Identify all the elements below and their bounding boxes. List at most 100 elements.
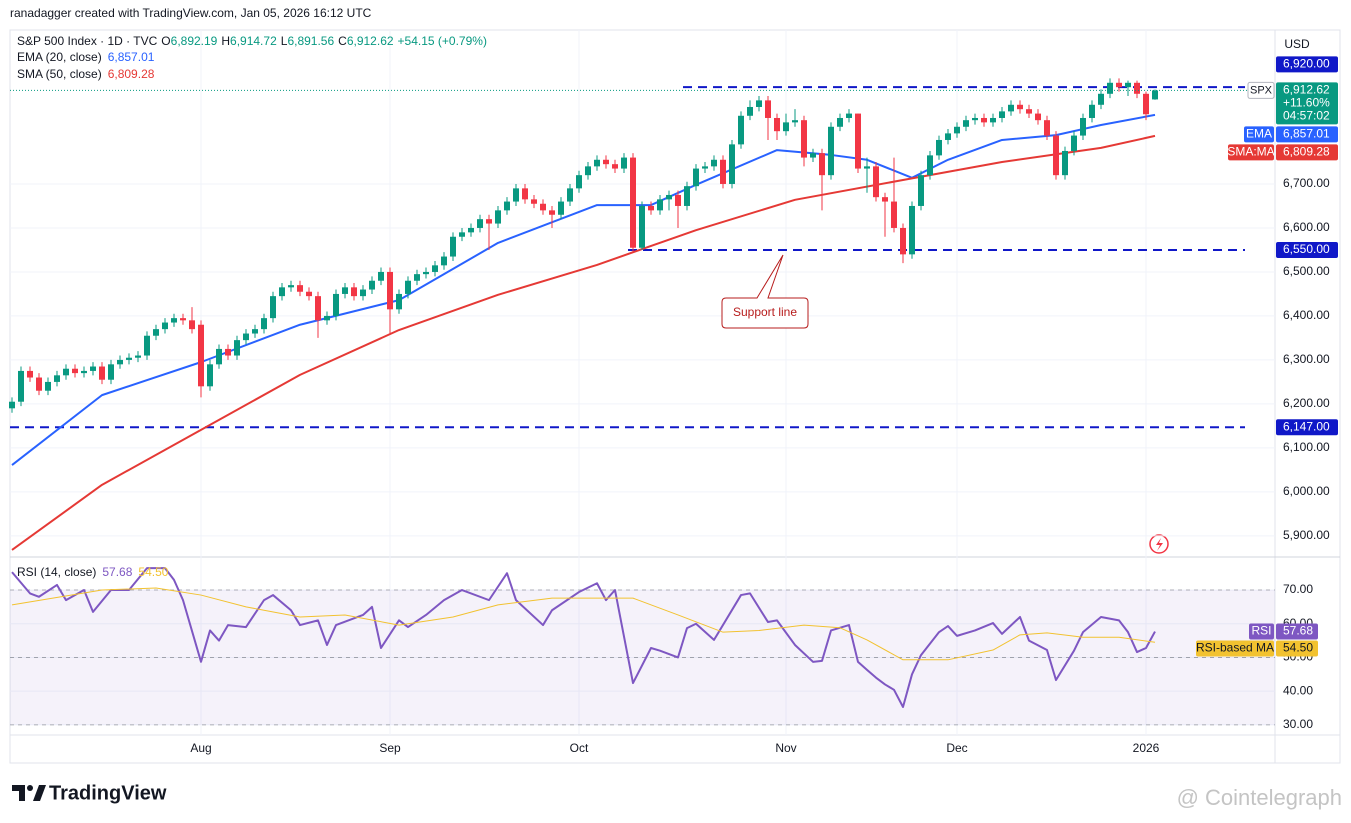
currency: USD <box>1284 37 1310 51</box>
x-tick-label: 2026 <box>1133 741 1160 755</box>
y-tick-label: 6,100.00 <box>1283 440 1330 454</box>
y-tick-label: 6,200.00 <box>1283 396 1330 410</box>
candle-body <box>441 256 447 266</box>
candle-body <box>1035 113 1041 121</box>
ohlc-value: 6,892.19 <box>171 34 218 48</box>
rsi-tag-text: RSI-based MA <box>1196 641 1274 655</box>
candle-body <box>720 159 726 184</box>
candle-body <box>558 201 564 215</box>
candle-body <box>810 153 816 158</box>
candle-body <box>603 159 609 165</box>
ohlc-key: C <box>338 34 347 48</box>
candle-body <box>576 175 582 189</box>
y-tick-label: 30.00 <box>1283 717 1313 731</box>
rsi-tag <box>1196 640 1274 657</box>
y-tick-label: 5,900.00 <box>1283 528 1330 542</box>
candle-body <box>765 100 771 118</box>
candle-body <box>621 157 627 169</box>
candle-body <box>1062 150 1068 176</box>
candle-body <box>927 155 933 176</box>
series-tag-text: SMA:MA <box>1227 145 1274 159</box>
candle-body <box>1098 93 1104 105</box>
candle-body <box>378 271 384 281</box>
ohlc-value: 6,914.72 <box>230 34 277 48</box>
level-tag-text: 6,147.00 <box>1283 419 1330 433</box>
candle-body <box>450 236 456 257</box>
candle-body <box>225 348 231 356</box>
series-value-tag <box>1276 144 1338 161</box>
series-value: 6,857.01 <box>108 50 155 64</box>
chart-frame <box>9 29 1341 764</box>
candle-body <box>36 377 42 391</box>
candle-body <box>909 205 915 255</box>
candle-body <box>423 271 429 275</box>
candle-body <box>1053 135 1059 176</box>
candle-body <box>207 364 213 387</box>
candle-body <box>108 364 114 380</box>
series-tag <box>1244 126 1274 143</box>
candle-body <box>693 168 699 187</box>
candle-body <box>855 113 861 169</box>
series-tag <box>1228 144 1274 161</box>
candle-body <box>675 194 681 206</box>
y-tick-label: 6,400.00 <box>1283 308 1330 322</box>
candle-body <box>963 120 969 127</box>
candle-body <box>594 159 600 167</box>
candle-body <box>117 359 123 365</box>
candle-body <box>252 329 258 334</box>
candle-body <box>360 289 366 297</box>
ohlc-value: 6,891.56 <box>287 34 334 48</box>
candle-body <box>540 203 546 211</box>
candle-body <box>324 315 330 321</box>
change: +54.15 (+0.79%) <box>398 34 487 48</box>
ohlc-value: 6,912.62 <box>347 34 394 48</box>
series-value-tag-text: 6,809.28 <box>1283 145 1330 159</box>
price-tag-change: +11.60% <box>1283 96 1330 110</box>
candle-body <box>495 210 501 224</box>
level-tag-text: 6,550.00 <box>1283 242 1330 256</box>
candle-body <box>27 370 33 378</box>
candle-body <box>1089 104 1095 118</box>
rsi-line <box>11 567 1156 709</box>
candle-body <box>774 117 780 132</box>
rsi-line <box>11 587 1156 661</box>
annotation-text: Support line <box>733 305 797 319</box>
symbol-tag-text: SPX <box>1250 84 1273 96</box>
candle-body <box>162 322 168 330</box>
y-tick-label: 6,500.00 <box>1283 264 1330 278</box>
candle-body <box>333 293 339 316</box>
candle-body <box>144 335 150 356</box>
candle-body <box>1116 82 1122 88</box>
candle-body <box>414 274 420 281</box>
candle-body <box>585 166 591 176</box>
candle-body <box>522 188 528 200</box>
candle-body <box>630 157 636 248</box>
candle-body <box>288 285 294 288</box>
candle-body <box>405 280 411 294</box>
candle-body <box>270 296 276 319</box>
candle-body <box>639 205 645 248</box>
candle-body <box>531 199 537 204</box>
ohlc-key: H <box>221 34 230 48</box>
candle-body <box>792 120 798 123</box>
candle-body <box>153 329 159 336</box>
symbol-tag <box>1247 81 1275 99</box>
candle-body <box>504 201 510 211</box>
candle-body <box>1143 93 1149 115</box>
candle-body <box>567 188 573 202</box>
x-tick-label: Sep <box>379 741 401 755</box>
moving-average-line <box>11 113 1156 466</box>
watermark: @ Cointelegraph <box>1177 785 1342 810</box>
candle-body <box>666 194 672 200</box>
candle-body <box>342 287 348 294</box>
candle-body <box>864 166 870 169</box>
price-tag <box>1276 82 1338 125</box>
rsi-value-tag-text: 57.68 <box>1283 624 1313 638</box>
candle-body <box>1017 104 1023 110</box>
candle-body <box>954 126 960 134</box>
series-tag-text: EMA <box>1246 127 1272 141</box>
candle-body <box>837 117 843 127</box>
price-tag-price: 6,912.62 <box>1283 83 1330 97</box>
